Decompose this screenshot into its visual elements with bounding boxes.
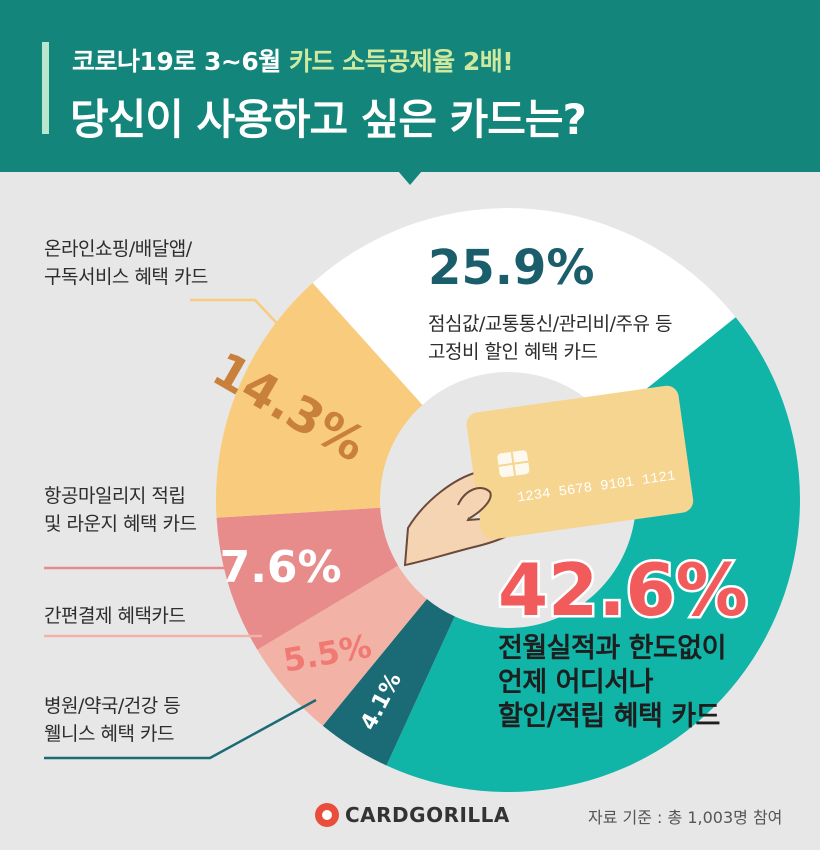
label-health: 병원/약국/건강 등 웰니스 혜택 카드 — [44, 692, 181, 748]
label-easy-pay: 간편결제 혜택카드 — [44, 602, 186, 630]
anytime-description: 전월실적과 한도없이 언제 어디서나 할인/적립 혜택 카드 — [498, 632, 726, 734]
fixed-line1: 점심값/교통통신/관리비/주유 등 — [428, 313, 673, 335]
fixed-cost-description: 점심값/교통통신/관리비/주유 등 고정비 할인 혜택 카드 — [428, 310, 673, 366]
label-easypay-line1: 간편결제 혜택카드 — [44, 605, 186, 627]
fixed-cost-percent: 25.9% — [428, 240, 595, 296]
label-online-shopping: 온라인쇼핑/배달앱/ 구독서비스 혜택 카드 — [44, 235, 208, 291]
header-banner — [0, 0, 820, 172]
anytime-percent: 42.6% — [496, 546, 751, 635]
label-online-line1: 온라인쇼핑/배달앱/ — [44, 238, 192, 260]
header-pointer — [398, 171, 422, 185]
chart-slices — [216, 208, 800, 792]
header-accent-bar — [42, 42, 49, 134]
anytime-line2: 언제 어디서나 — [498, 667, 653, 698]
label-airline-line2: 및 라운지 혜택 카드 — [44, 513, 197, 535]
subtitle: 코로나19로 3~6월 카드 소득공제율 2배! — [72, 42, 514, 78]
anytime-line1: 전월실적과 한도없이 — [498, 633, 726, 664]
slice-online-shopping — [216, 283, 423, 518]
leader-online-shopping — [190, 298, 303, 351]
label-airline: 항공마일리지 적립 및 라운지 혜택 카드 — [44, 482, 197, 538]
label-online-line2: 구독서비스 혜택 카드 — [44, 266, 208, 288]
brand-logo: CARDGORILLA — [315, 803, 510, 827]
anytime-line3: 할인/적립 혜택 카드 — [498, 701, 720, 732]
percent-label-airline: 7.6% — [220, 542, 342, 593]
slice-anytime — [386, 317, 800, 792]
subtitle-highlight: 카드 소득공제율 2배! — [288, 47, 514, 76]
slice-fixed-cost — [312, 208, 736, 420]
subtitle-plain: 코로나19로 3~6월 — [72, 47, 289, 76]
leader-health — [44, 698, 317, 760]
source-note: 자료 기준 : 총 1,003명 참여 — [588, 808, 783, 827]
label-airline-line1: 항공마일리지 적립 — [44, 485, 186, 507]
slice-health — [322, 598, 455, 766]
gorilla-logo-icon — [315, 803, 339, 827]
slice-airline — [216, 507, 399, 650]
label-health-line2: 웰니스 혜택 카드 — [44, 723, 174, 745]
label-health-line1: 병원/약국/건강 등 — [44, 695, 181, 717]
page-title: 당신이 사용하고 싶은 카드는? — [70, 95, 587, 144]
fixed-line2: 고정비 할인 혜택 카드 — [428, 341, 598, 363]
thumb-illustration — [457, 487, 492, 519]
slice-easy-pay — [257, 565, 427, 726]
leader-lines — [44, 298, 317, 760]
credit-card-body — [466, 385, 694, 540]
brand-name: CARDGORILLA — [345, 803, 510, 827]
hand-holding-card-illustration: 1234 5678 9101 1121 — [403, 385, 694, 567]
credit-card-illustration: 1234 5678 9101 1121 — [466, 385, 694, 540]
